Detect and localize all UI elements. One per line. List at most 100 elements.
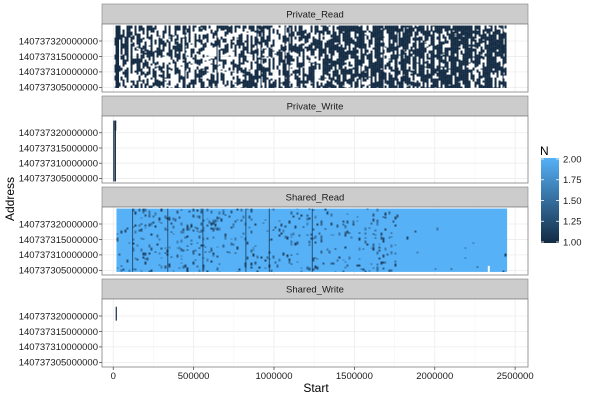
heatmap-cell bbox=[428, 30, 431, 37]
heatmap-cell bbox=[234, 50, 237, 57]
heatmap-cell bbox=[340, 46, 343, 52]
heatmap-cell bbox=[376, 53, 379, 57]
heatmap-cell bbox=[482, 62, 485, 65]
heatmap-cell bbox=[338, 58, 341, 62]
heatmap-cell bbox=[376, 269, 379, 272]
heatmap-cell bbox=[362, 71, 365, 76]
heatmap-cell bbox=[404, 62, 407, 66]
heatmap-cell bbox=[382, 267, 385, 270]
heatmap-cell bbox=[382, 261, 385, 264]
heatmap-cell bbox=[184, 264, 187, 268]
heatmap-cell bbox=[390, 74, 393, 81]
heatmap-cell bbox=[242, 233, 245, 235]
heatmap-cell bbox=[338, 37, 341, 39]
heatmap-cell bbox=[322, 65, 325, 67]
heatmap-cell bbox=[136, 61, 139, 68]
heatmap-cell bbox=[264, 82, 267, 88]
y-axis: 1407373050000001407373100000001407373150… bbox=[19, 128, 102, 185]
heatmap-cell bbox=[264, 39, 267, 46]
heatmap-cell bbox=[380, 52, 383, 55]
heatmap-cell bbox=[344, 74, 347, 78]
heatmap-cell bbox=[338, 74, 341, 80]
heatmap-cell bbox=[308, 75, 311, 81]
heatmap-cell bbox=[444, 36, 447, 40]
heatmap-cell bbox=[248, 25, 251, 30]
heatmap-cell bbox=[278, 25, 281, 28]
heatmap-cell bbox=[272, 28, 275, 34]
heatmap-cell bbox=[172, 270, 175, 272]
heatmap-cell bbox=[348, 232, 351, 234]
heatmap-cell bbox=[354, 56, 357, 60]
heatmap-cell bbox=[242, 57, 245, 60]
heatmap-cell bbox=[144, 227, 147, 229]
heatmap-cell bbox=[180, 209, 183, 211]
heatmap-cell bbox=[462, 36, 465, 43]
heatmap-cell bbox=[300, 30, 303, 37]
heatmap-cell bbox=[466, 56, 469, 61]
heatmap-cell bbox=[456, 46, 459, 52]
heatmap-cell bbox=[170, 54, 173, 59]
heatmap-cell bbox=[416, 32, 419, 36]
heatmap-cell bbox=[224, 214, 227, 216]
heatmap-cell bbox=[354, 73, 357, 78]
heatmap-cell bbox=[336, 49, 339, 53]
heatmap-cell bbox=[252, 54, 255, 61]
heatmap-cell bbox=[296, 62, 299, 64]
heatmap-cell bbox=[468, 32, 471, 37]
heatmap-cell bbox=[504, 69, 507, 76]
heatmap-cell bbox=[234, 82, 237, 84]
heatmap-cell bbox=[298, 73, 301, 76]
heatmap-cell bbox=[322, 74, 325, 76]
heatmap-cell bbox=[300, 80, 303, 84]
heatmap-cell bbox=[356, 216, 359, 218]
heatmap-cell bbox=[392, 220, 395, 223]
heatmap-cell bbox=[314, 215, 317, 219]
heatmap-cell bbox=[486, 55, 489, 62]
heatmap-cell bbox=[416, 73, 419, 77]
heatmap-cell bbox=[294, 43, 297, 49]
heatmap-cell bbox=[418, 36, 421, 41]
heatmap-cell bbox=[158, 42, 161, 48]
heatmap-cell bbox=[296, 76, 299, 82]
heatmap-cell bbox=[186, 228, 189, 231]
heatmap-cell bbox=[160, 51, 163, 57]
heatmap-cell bbox=[408, 34, 411, 41]
heatmap-cell bbox=[236, 39, 239, 46]
heatmap-cell bbox=[238, 78, 241, 82]
heatmap-cell bbox=[170, 37, 173, 42]
heatmap-cell bbox=[444, 54, 447, 58]
heatmap-cell bbox=[370, 39, 373, 43]
heatmap-cell bbox=[180, 65, 183, 67]
heatmap-cell bbox=[116, 63, 119, 65]
heatmap-cell bbox=[180, 255, 183, 257]
heatmap-cell bbox=[488, 83, 491, 88]
heatmap-cell bbox=[352, 73, 355, 77]
heatmap-cell bbox=[460, 41, 463, 45]
heatmap-cell bbox=[208, 25, 211, 29]
heatmap-cell bbox=[138, 64, 141, 66]
heatmap-cell bbox=[406, 80, 409, 86]
heatmap-cell bbox=[224, 25, 227, 30]
heatmap-cell bbox=[322, 77, 325, 80]
heatmap-cell bbox=[388, 213, 391, 215]
heatmap-cell bbox=[408, 25, 411, 27]
heatmap-cell bbox=[326, 80, 329, 87]
heatmap-cell bbox=[120, 52, 123, 55]
heatmap-cell bbox=[304, 73, 307, 77]
heatmap-cell bbox=[408, 60, 411, 65]
heatmap-cell bbox=[346, 38, 349, 41]
heatmap-cell bbox=[330, 34, 333, 38]
heatmap-cell bbox=[308, 268, 311, 271]
heatmap-cell bbox=[256, 270, 259, 272]
heatmap-cell bbox=[418, 73, 421, 77]
heatmap-cell bbox=[210, 227, 213, 230]
heatmap-cell bbox=[452, 25, 455, 31]
heatmap-cell bbox=[386, 25, 389, 27]
heatmap-cell bbox=[176, 25, 179, 31]
heatmap-cell bbox=[374, 47, 377, 54]
heatmap-cell bbox=[504, 67, 507, 69]
heatmap-cell bbox=[394, 85, 397, 88]
heatmap-cell bbox=[394, 244, 397, 246]
heatmap-cell bbox=[296, 31, 299, 36]
heatmap-cell bbox=[412, 49, 415, 54]
